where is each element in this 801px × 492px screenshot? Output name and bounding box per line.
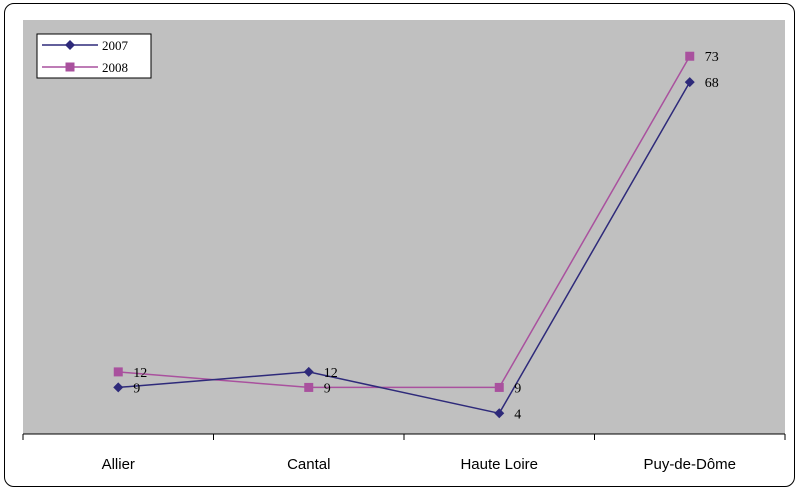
legend-box	[36, 33, 152, 79]
legend-label: 2008	[102, 60, 128, 75]
data-point-diamond	[113, 382, 124, 393]
legend: 2007 2008	[36, 33, 152, 79]
series-line	[118, 81, 691, 415]
legend-label: 2007	[102, 38, 129, 53]
series-layer	[113, 51, 695, 419]
data-label: 12	[133, 366, 147, 381]
data-label: 73	[705, 50, 719, 65]
data-point-diamond	[494, 408, 505, 419]
x-category-label: Haute Loire	[460, 456, 538, 473]
x-category-label: Puy-de-Dôme	[643, 456, 736, 473]
data-point-diamond	[303, 366, 314, 377]
data-label: 4	[514, 407, 521, 422]
data-point-square	[113, 367, 123, 377]
plot-area	[23, 20, 785, 434]
data-point-square	[304, 382, 314, 392]
data-label: 9	[133, 381, 140, 396]
data-label: 9	[324, 381, 331, 396]
x-category-label: Allier	[102, 456, 135, 473]
x-axis-category-labels: Allier Cantal Haute Loire Puy-de-Dôme	[102, 456, 736, 473]
data-label: 12	[324, 366, 338, 381]
data-point-square	[685, 51, 695, 61]
data-point-diamond	[684, 77, 695, 88]
data-label: 68	[705, 76, 719, 91]
data-label: 9	[514, 381, 521, 396]
data-point-square	[494, 382, 504, 392]
x-category-label: Cantal	[287, 456, 330, 473]
x-axis-ticks	[22, 434, 786, 440]
legend-marker-diamond	[65, 40, 75, 50]
series-2007	[113, 77, 695, 419]
legend-marker-square	[65, 62, 75, 72]
